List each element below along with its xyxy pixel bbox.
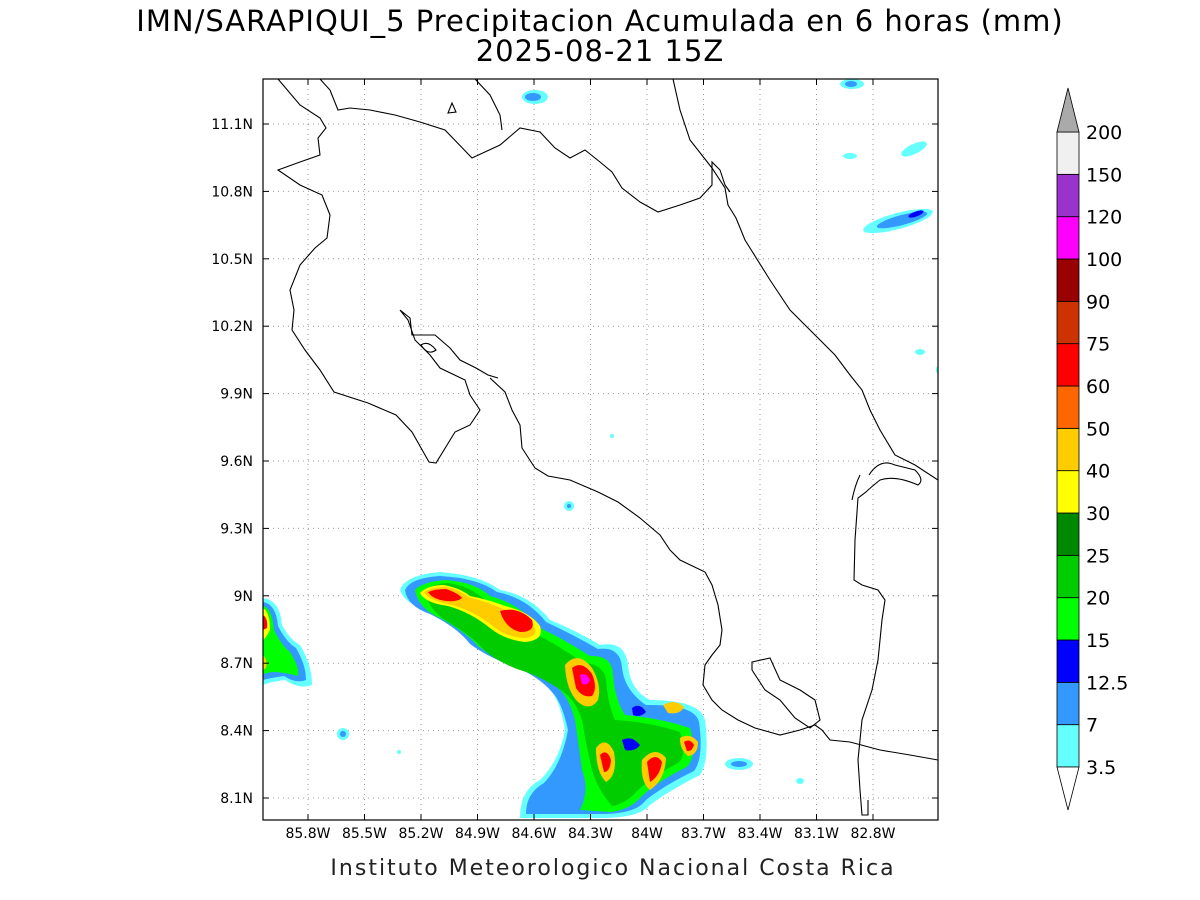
colorbar-box [1056,470,1080,514]
lat-tick-label: 8.7N [220,656,253,672]
precip-west-edge [263,598,312,687]
precip-scattered-cells [337,79,938,784]
precip-band-south [400,572,707,818]
lat-tick-label: 9N [234,589,253,605]
longitude-axis: 85.8W 85.5W 85.2W 84.9W 84.6W 84.3W 84W 83.7W 83… [285,79,896,842]
colorbar-label: 30 [1086,503,1110,525]
chart-subtitle-date: 2025-08-21 15Z [475,34,725,68]
colorbar-label: 60 [1086,376,1110,398]
lon-tick-label: 82.8W [850,826,895,842]
colorbar-box [1056,300,1080,345]
colorbar-label: 20 [1086,588,1110,610]
colorbar-label: 150 [1086,164,1122,186]
lon-tick-label: 85.5W [342,826,387,842]
colorbar-box [1056,258,1080,302]
lat-tick-label: 8.1N [220,791,253,807]
lon-tick-label: 84.3W [568,826,613,842]
colorbar-box [1056,216,1080,260]
lon-tick-label: 83.4W [737,826,782,842]
colorbar-box [1056,385,1080,429]
colorbar-label: 3.5 [1086,757,1116,779]
colorbar-legend: 3.5 7 12.5 15 20 25 30 40 50 60 75 90 100 120 150 200 [1056,87,1128,811]
colorbar-box [1056,173,1080,218]
lon-tick-label: 84.9W [455,826,500,842]
colorbar-label: 120 [1086,207,1122,229]
lat-tick-label: 9.9N [220,387,253,403]
lat-tick-label: 9.6N [220,454,253,470]
colorbar-box [1056,131,1080,175]
lon-tick-label: 85.2W [398,826,443,842]
colorbar-box [1056,724,1080,768]
coastline-borders [276,79,938,816]
colorbar-box [1056,427,1080,472]
precipitation-field [263,79,938,818]
lon-tick-label: 83.7W [681,826,726,842]
colorbar-box [1056,639,1080,683]
lon-tick-label: 85.8W [285,826,330,842]
colorbar-label: 40 [1086,461,1110,483]
lon-tick-label: 84W [631,826,663,842]
lat-tick-label: 11.1N [211,117,253,133]
latitude-axis: 8.1N 8.4N 8.7N 9N 9.3N 9.6N 9.9N 10.2N 10.5N 10.8… [211,117,938,807]
lat-tick-label: 8.4N [220,724,253,740]
map-frame [262,78,939,821]
footer-credit: Instituto Meteorologico Nacional Costa R… [330,856,896,881]
colorbar-label: 7 [1086,715,1098,737]
chart-title: IMN/SARAPIQUI_5 Precipitacion Acumulada … [136,4,1064,38]
colorbar-label: 100 [1086,249,1122,271]
colorbar-label: 75 [1086,334,1110,356]
lat-tick-label: 10.5N [211,252,253,268]
colorbar-box [1056,681,1080,726]
lon-tick-label: 83.1W [794,826,839,842]
colorbar-box [1056,512,1080,556]
colorbar-box [1056,343,1080,387]
lon-tick-label: 84.6W [511,826,556,842]
colorbar-box [1056,597,1080,641]
colorbar-label: 200 [1086,122,1122,144]
colorbar-label: 90 [1086,291,1110,313]
colorbar-label: 50 [1086,418,1110,440]
lat-tick-label: 10.2N [211,319,253,335]
lat-tick-label: 9.3N [220,521,253,537]
colorbar-top-arrow [1056,87,1080,133]
colorbar-label: 25 [1086,545,1110,567]
map-gridlines [263,79,938,820]
colorbar-label: 12.5 [1086,672,1128,694]
colorbar-label: 15 [1086,630,1110,652]
colorbar-bottom-arrow [1056,766,1080,811]
lat-tick-label: 10.8N [211,184,253,200]
colorbar-box [1056,554,1080,599]
